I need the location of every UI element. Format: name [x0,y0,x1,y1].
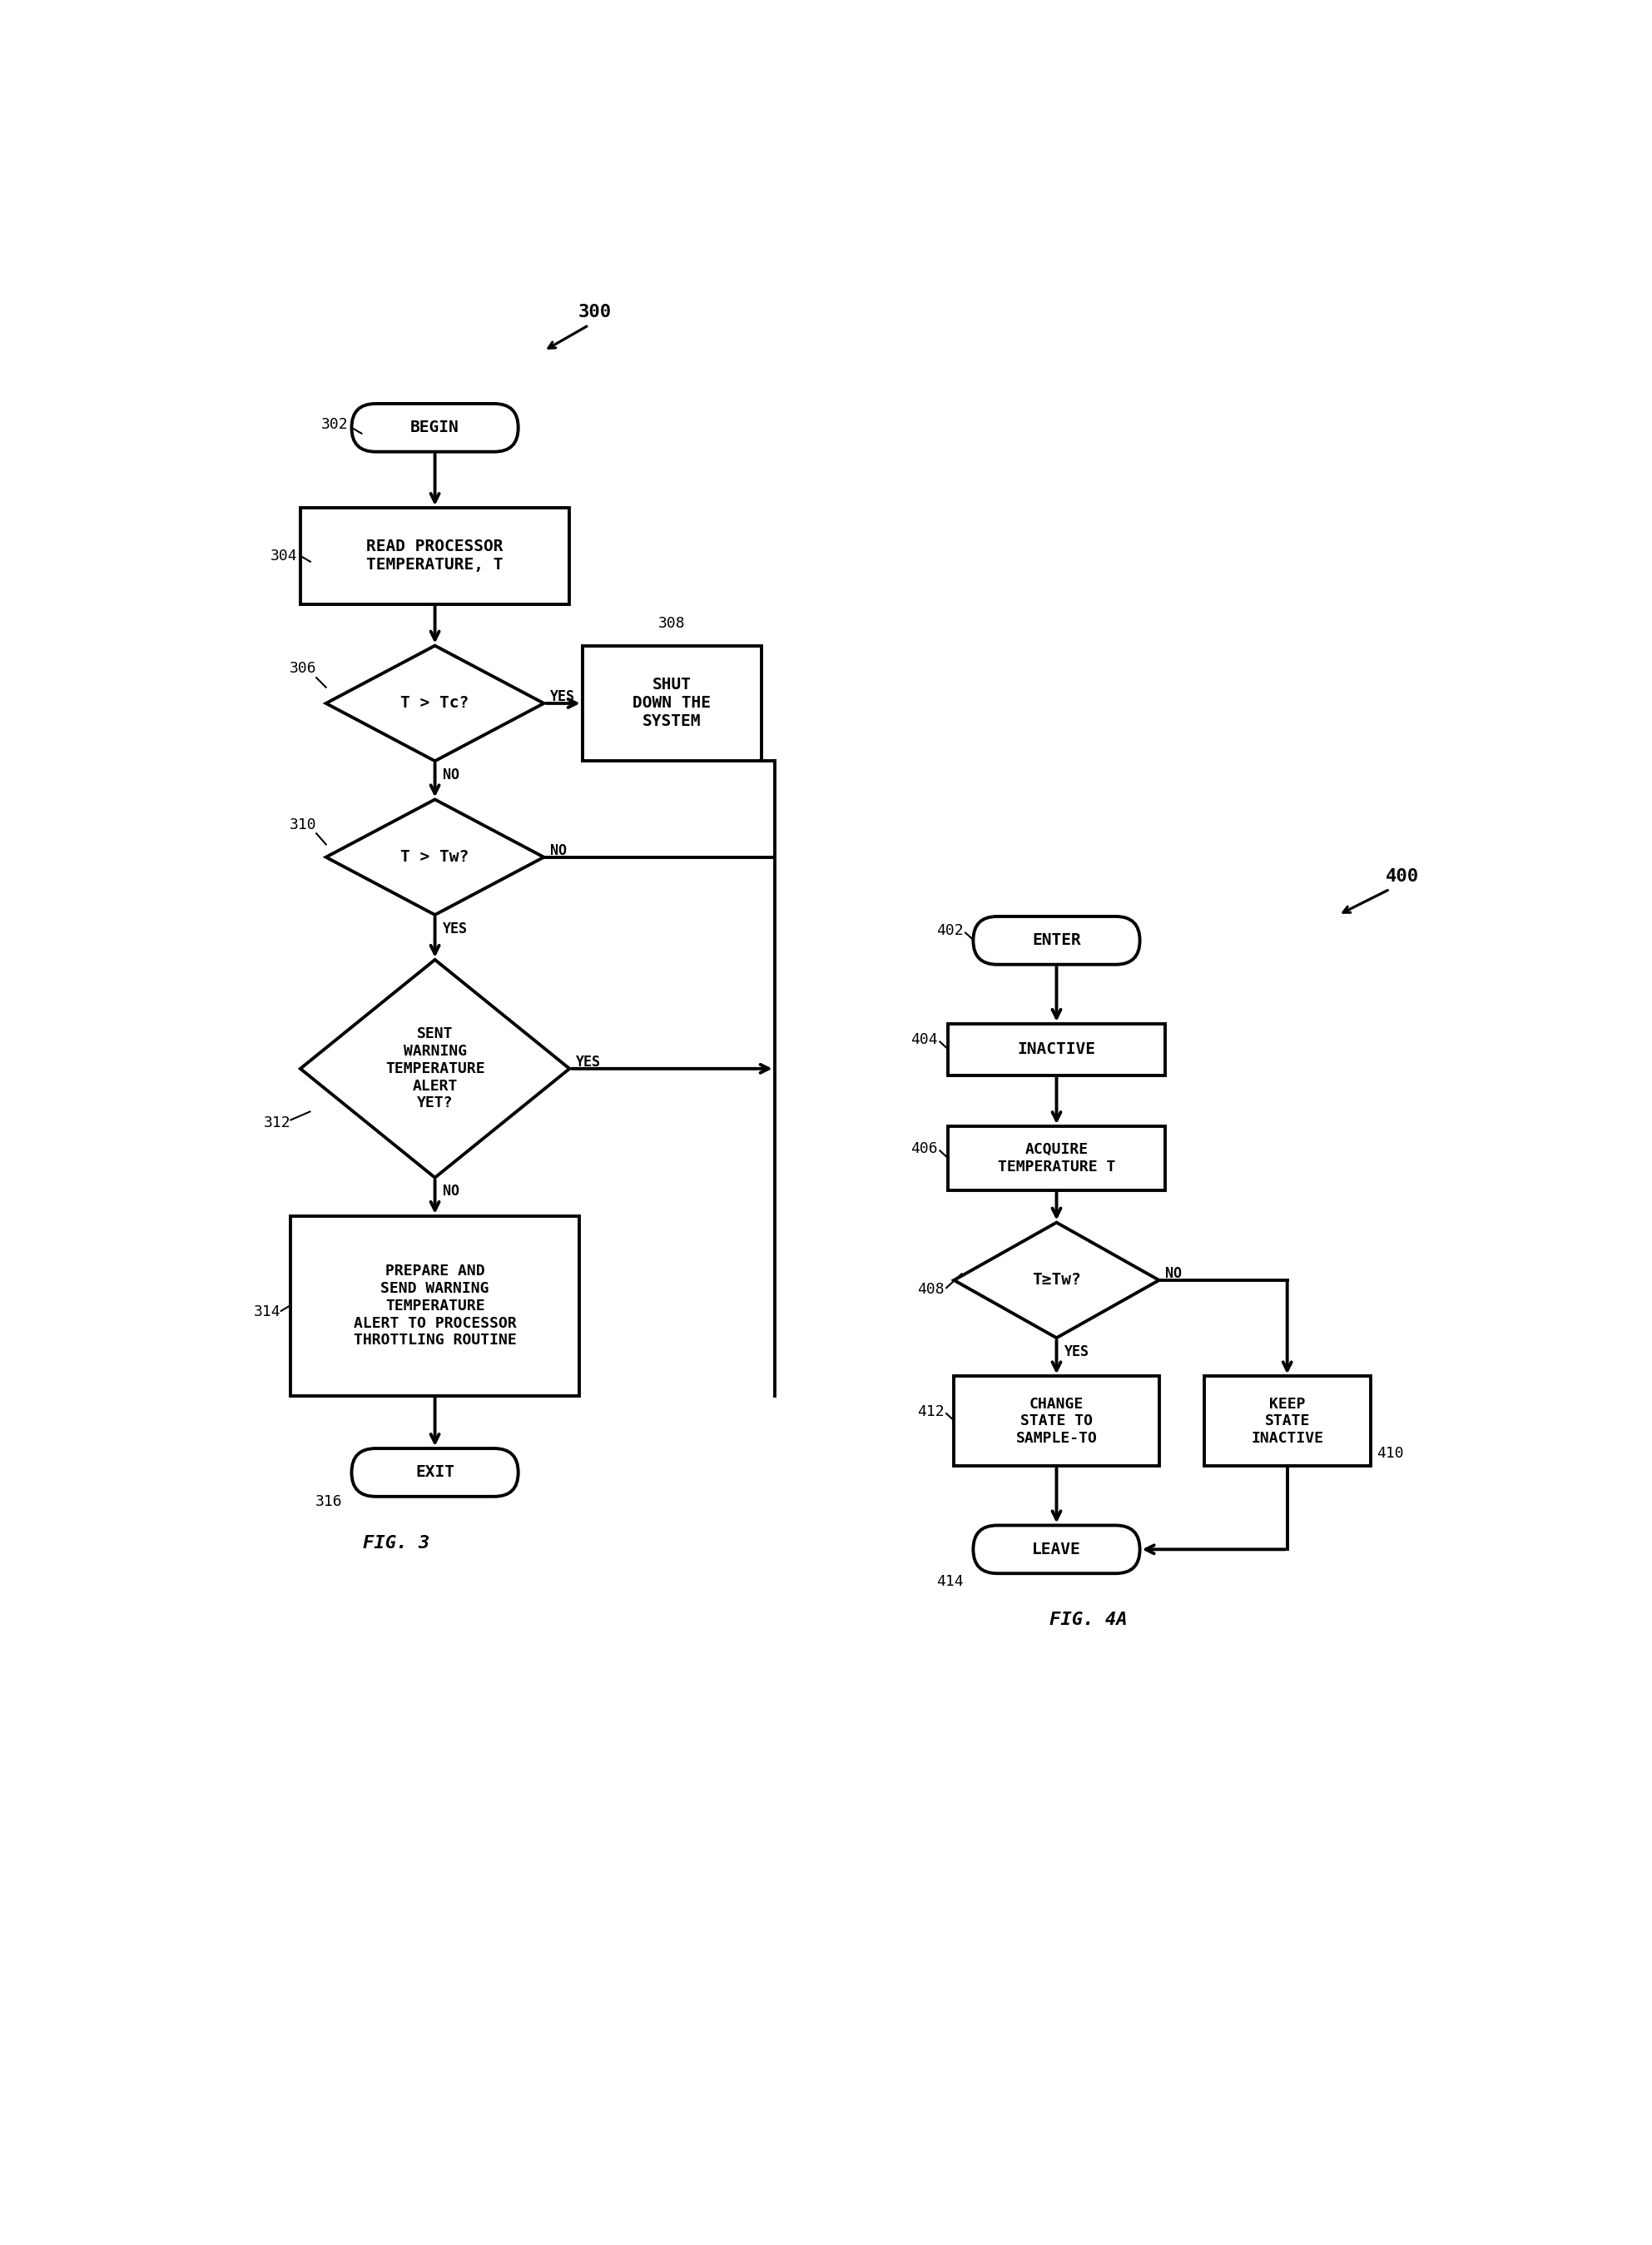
Text: BEGIN: BEGIN [410,420,459,436]
Text: LEAVE: LEAVE [1032,1542,1080,1558]
Text: READ PROCESSOR
TEMPERATURE, T: READ PROCESSOR TEMPERATURE, T [367,539,504,572]
Text: 408: 408 [917,1282,945,1298]
Bar [948,1024,1165,1075]
Bar [1204,1376,1371,1466]
Text: YES: YES [443,920,468,936]
Polygon shape [301,959,570,1179]
Text: 404: 404 [910,1033,938,1048]
Text: 412: 412 [917,1403,945,1419]
Text: 302: 302 [320,418,349,431]
Bar [582,647,762,761]
Text: EXIT: EXIT [415,1464,454,1479]
Text: 406: 406 [910,1140,938,1156]
Text: SENT
WARNING
TEMPERATURE
ALERT
YET?: SENT WARNING TEMPERATURE ALERT YET? [385,1026,484,1111]
Text: 310: 310 [289,817,317,833]
Bar [953,1376,1160,1466]
FancyBboxPatch shape [973,916,1140,965]
Text: 316: 316 [316,1493,342,1509]
Text: YES: YES [550,689,575,705]
Text: YES: YES [577,1055,601,1071]
Text: FIG. 3: FIG. 3 [363,1536,430,1551]
Text: T > Tc?: T > Tc? [401,696,469,712]
Text: NO: NO [1165,1266,1183,1282]
Text: 314: 314 [254,1304,281,1320]
Text: 410: 410 [1376,1446,1404,1461]
Text: T > Tw?: T > Tw? [401,849,469,864]
Text: 300: 300 [578,303,611,321]
FancyBboxPatch shape [352,1448,519,1497]
Text: NO: NO [443,768,459,784]
Text: CHANGE
STATE TO
SAMPLE-TO: CHANGE STATE TO SAMPLE-TO [1016,1396,1097,1446]
Text: ENTER: ENTER [1032,932,1080,947]
Text: 400: 400 [1386,869,1419,885]
Polygon shape [325,799,544,916]
Polygon shape [953,1224,1160,1338]
FancyBboxPatch shape [352,404,519,451]
Text: ACQUIRE
TEMPERATURE T: ACQUIRE TEMPERATURE T [998,1143,1115,1174]
Text: 304: 304 [269,548,297,563]
Text: T≥Tw?: T≥Tw? [1032,1273,1080,1289]
FancyBboxPatch shape [973,1524,1140,1574]
Text: 402: 402 [937,923,963,938]
Text: 308: 308 [659,615,686,631]
Text: 312: 312 [264,1116,291,1131]
Text: PREPARE AND
SEND WARNING
TEMPERATURE
ALERT TO PROCESSOR
THROTTLING ROUTINE: PREPARE AND SEND WARNING TEMPERATURE ALE… [354,1264,517,1347]
Polygon shape [325,647,544,761]
Text: KEEP
STATE
INACTIVE: KEEP STATE INACTIVE [1251,1396,1323,1446]
Text: YES: YES [1064,1345,1089,1358]
Bar [291,1217,580,1396]
Bar [301,507,570,604]
Bar [948,1127,1165,1190]
Text: 306: 306 [289,660,317,676]
Text: INACTIVE: INACTIVE [1018,1042,1095,1057]
Text: FIG. 4A: FIG. 4A [1049,1612,1128,1628]
Text: SHUT
DOWN THE
SYSTEM: SHUT DOWN THE SYSTEM [633,678,710,730]
Text: 414: 414 [937,1574,963,1589]
Text: NO: NO [550,844,567,858]
Text: NO: NO [443,1183,459,1199]
